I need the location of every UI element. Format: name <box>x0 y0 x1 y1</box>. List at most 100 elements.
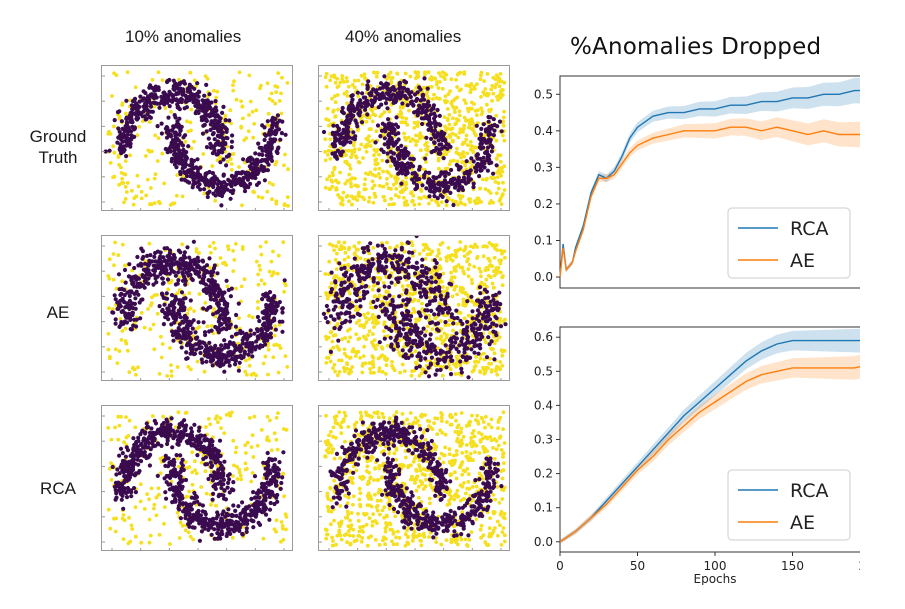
normal-point <box>187 331 192 336</box>
normal-point <box>201 306 206 311</box>
normal-point <box>185 245 190 250</box>
normal-point <box>383 125 388 130</box>
normal-point <box>495 124 500 129</box>
normal-point <box>182 313 188 318</box>
anomaly-point <box>252 122 257 126</box>
scatter-plot <box>102 70 290 210</box>
normal-point <box>383 129 388 134</box>
normal-point <box>385 151 390 156</box>
anomaly-point <box>402 195 406 200</box>
normal-point <box>173 317 178 322</box>
normal-point <box>140 274 145 279</box>
anomaly-point <box>423 70 427 75</box>
anomaly-point <box>456 263 461 267</box>
anomaly-point <box>484 277 489 282</box>
anomaly-point <box>413 70 418 75</box>
anomaly-point <box>381 280 386 285</box>
normal-point <box>468 177 473 182</box>
anomaly-point <box>239 99 244 104</box>
normal-point <box>128 141 133 146</box>
normal-point <box>226 316 232 321</box>
anomaly-point <box>495 338 499 343</box>
normal-point <box>275 302 280 307</box>
anomaly-point <box>388 245 392 250</box>
normal-point <box>431 106 436 111</box>
anomaly-point <box>446 246 451 250</box>
normal-point <box>442 137 447 142</box>
normal-point <box>279 131 284 136</box>
anomaly-point <box>403 203 407 207</box>
anomaly-point <box>160 342 165 346</box>
anomaly-point <box>453 372 458 376</box>
normal-point <box>184 173 190 179</box>
normal-point <box>256 180 262 185</box>
anomaly-point <box>374 129 379 134</box>
normal-point <box>173 294 178 299</box>
normal-point <box>262 178 267 183</box>
anomaly-point <box>416 70 421 75</box>
normal-point <box>152 96 157 101</box>
anomaly-point <box>417 373 422 378</box>
normal-point <box>188 298 193 303</box>
anomaly-point <box>499 248 503 253</box>
anomaly-point <box>386 171 391 175</box>
normal-point <box>172 139 177 145</box>
normal-point <box>257 318 262 324</box>
normal-point <box>188 322 193 327</box>
normal-point <box>222 311 227 316</box>
anomaly-point <box>425 144 430 149</box>
normal-point <box>404 88 409 93</box>
normal-point <box>348 117 353 123</box>
anomaly-point <box>189 146 194 151</box>
anomaly-point <box>323 137 328 142</box>
anomaly-point <box>469 87 474 92</box>
anomaly-point <box>160 78 165 82</box>
anomaly-point <box>232 79 236 84</box>
normal-point <box>423 156 428 161</box>
normal-point <box>176 260 181 265</box>
anomaly-point <box>479 106 484 111</box>
normal-point <box>125 304 130 310</box>
anomaly-point <box>324 361 329 365</box>
normal-point <box>200 98 205 103</box>
anomaly-point <box>454 199 458 204</box>
anomaly-point <box>490 368 494 373</box>
normal-point <box>390 130 395 135</box>
anomaly-point <box>256 195 261 199</box>
normal-point <box>138 316 143 321</box>
normal-point <box>451 202 456 208</box>
anomaly-point <box>332 94 337 98</box>
anomaly-point <box>115 361 120 365</box>
normal-point <box>403 165 409 170</box>
normal-point <box>442 131 447 136</box>
anomaly-point <box>408 74 413 79</box>
normal-point <box>429 121 434 126</box>
anomaly-point <box>429 85 434 89</box>
normal-point <box>379 102 384 107</box>
normal-point <box>484 140 489 145</box>
anomaly-point <box>485 176 489 181</box>
normal-point <box>127 293 132 299</box>
anomaly-point <box>215 158 220 163</box>
normal-point <box>157 105 162 110</box>
anomaly-point <box>262 282 267 286</box>
anomaly-point <box>488 191 493 195</box>
anomaly-point <box>340 74 345 78</box>
anomaly-point <box>498 360 503 364</box>
anomaly-point <box>384 301 389 306</box>
anomaly-point <box>267 181 272 185</box>
normal-point <box>221 172 226 177</box>
normal-point <box>204 359 209 364</box>
anomaly-point <box>339 358 344 363</box>
anomaly-point <box>480 177 485 182</box>
anomaly-point <box>333 114 337 119</box>
normal-point <box>157 304 162 309</box>
normal-point <box>421 116 426 121</box>
anomaly-point <box>500 87 505 92</box>
normal-point <box>135 103 140 108</box>
normal-point <box>234 312 239 318</box>
normal-point <box>280 319 285 324</box>
anomaly-point <box>274 90 279 94</box>
normal-point <box>150 259 155 264</box>
anomaly-point <box>466 274 471 279</box>
